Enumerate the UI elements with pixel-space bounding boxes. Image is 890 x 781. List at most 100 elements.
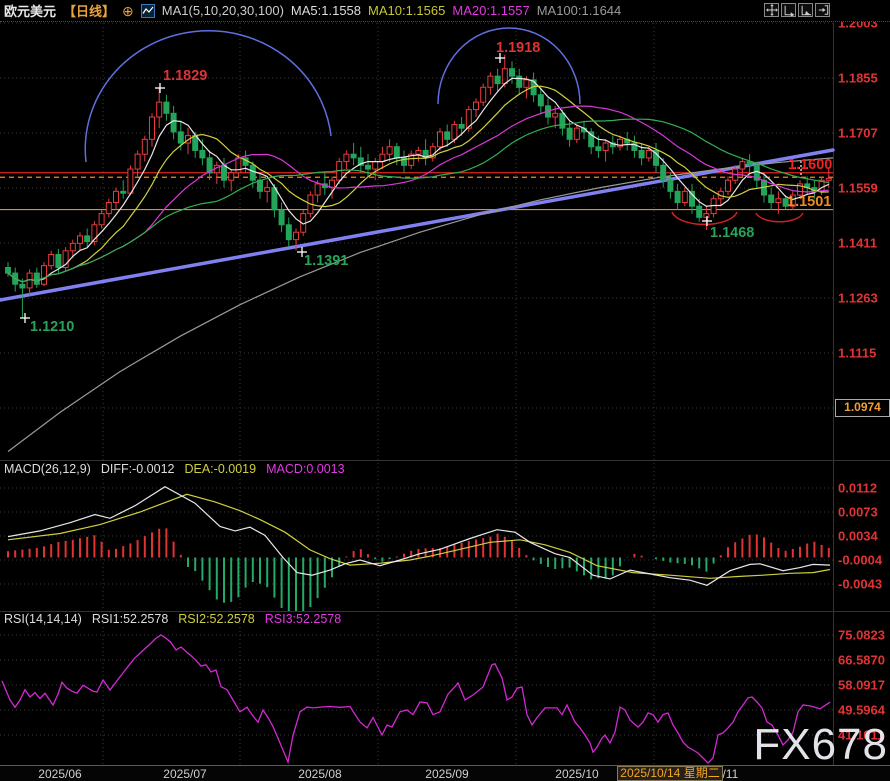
candle-body bbox=[458, 123, 465, 129]
axis-label: -0.0043 bbox=[838, 576, 883, 592]
candle-body bbox=[487, 75, 494, 88]
reset-view-icon[interactable] bbox=[815, 3, 830, 17]
watermark: FX678 bbox=[753, 720, 888, 769]
candle-body bbox=[595, 146, 602, 151]
add-compare-icon[interactable]: ⊕ bbox=[122, 2, 134, 19]
candle-body bbox=[19, 283, 26, 289]
time-axis-label: 2025/06 bbox=[38, 767, 82, 781]
candle-body bbox=[120, 190, 127, 194]
time-axis-label: 2025/09 bbox=[425, 767, 469, 781]
annotation-arc-red bbox=[671, 211, 738, 226]
axis-label: 0.0112 bbox=[838, 480, 878, 496]
rsi2-value: RSI2:52.2578 bbox=[178, 612, 255, 626]
period-label: 【日线】 bbox=[63, 4, 116, 19]
chart-header: 欧元美元 【日线】 ⊕ MA1(5,10,20,30,100) MA5:1.15… bbox=[0, 0, 890, 22]
candle-body bbox=[84, 235, 91, 243]
candle-body bbox=[537, 94, 544, 107]
y-axis-scale-icon[interactable] bbox=[798, 3, 813, 17]
rsi-header: RSI(14,14,14) RSI1:52.2578 RSI2:52.2578 RSI… bbox=[4, 612, 351, 626]
candle-body bbox=[509, 68, 515, 77]
candle-body bbox=[48, 254, 55, 267]
time-axis[interactable]: 2025/06 2025/07 2025/08 2025/09 2025/10 2025/… bbox=[0, 765, 890, 781]
axis-label: 0.0073 bbox=[838, 504, 878, 520]
x-axis-scale-icon[interactable] bbox=[781, 3, 796, 17]
symbol-title: 欧元美元 bbox=[4, 4, 57, 19]
candle-body bbox=[588, 131, 595, 148]
chart-type-icon[interactable] bbox=[140, 3, 155, 18]
candle-body bbox=[681, 190, 688, 203]
candle-body bbox=[5, 267, 11, 274]
ma20-line bbox=[7, 105, 829, 283]
candle-body bbox=[365, 164, 371, 170]
axis-label: 1.1411 bbox=[838, 235, 878, 251]
annotation-price: 1.1918 bbox=[496, 40, 540, 56]
candle-body bbox=[33, 272, 40, 285]
annotation-price: 1.1600 bbox=[788, 157, 832, 173]
candle-body bbox=[638, 149, 645, 159]
candle-body bbox=[415, 149, 422, 155]
price-marker-box: 1.0974 bbox=[835, 399, 890, 417]
annotation-arc-red bbox=[755, 212, 804, 223]
pan-icon[interactable] bbox=[764, 3, 779, 17]
axis-label: 41.1011 bbox=[838, 727, 885, 743]
candle-body bbox=[401, 157, 407, 166]
axis-label: 1.1707 bbox=[838, 125, 878, 141]
time-axis-label: 2025/10 bbox=[555, 767, 599, 781]
candle-body bbox=[350, 153, 357, 159]
candle-body bbox=[667, 179, 674, 192]
candle-body bbox=[264, 187, 271, 192]
candle-body bbox=[566, 127, 573, 140]
candle-body bbox=[127, 168, 134, 194]
annotation-price: 1.1468 bbox=[710, 225, 754, 241]
candle-body bbox=[141, 138, 148, 155]
rsi-settings-label: RSI(14,14,14) bbox=[4, 612, 82, 626]
axis-label: 1.1559 bbox=[838, 180, 878, 196]
candle-body bbox=[285, 224, 292, 241]
candle-body bbox=[386, 146, 393, 155]
candle-body bbox=[41, 265, 47, 285]
axis-label: 49.5964 bbox=[838, 702, 885, 718]
candle-body bbox=[113, 190, 119, 203]
annotation-price: 1.1829 bbox=[163, 68, 207, 84]
candle-body bbox=[134, 153, 141, 170]
annotation-arc-blue bbox=[84, 30, 332, 163]
candle-body bbox=[444, 131, 451, 140]
candle-body bbox=[69, 242, 76, 252]
candle-body bbox=[451, 123, 458, 140]
ma20-value: MA20:1.1557 bbox=[452, 3, 530, 18]
candle-body bbox=[228, 172, 235, 181]
candle-body bbox=[437, 131, 443, 148]
candle-body bbox=[559, 112, 566, 129]
candle-body bbox=[552, 112, 559, 118]
candle-body bbox=[314, 183, 321, 196]
candle-body bbox=[77, 235, 83, 244]
candle-body bbox=[271, 187, 278, 211]
ma-settings-label: MA1(5,10,20,30,100) bbox=[161, 3, 284, 18]
candle-body bbox=[516, 75, 523, 88]
candle-body bbox=[617, 138, 623, 148]
axis-label: 66.5870 bbox=[838, 652, 885, 668]
axis-label: 1.1263 bbox=[838, 290, 878, 306]
candle-body bbox=[768, 194, 775, 203]
candle-body bbox=[689, 190, 695, 207]
candle-body bbox=[725, 179, 731, 192]
candle-body bbox=[653, 149, 659, 166]
rsi1-value: RSI1:52.2578 bbox=[91, 612, 169, 626]
candle-body bbox=[645, 149, 652, 159]
candle-body bbox=[696, 205, 703, 218]
macd-settings-label: MACD(26,12,9) bbox=[4, 462, 91, 476]
candle-body bbox=[789, 194, 796, 207]
candle-body bbox=[660, 164, 667, 181]
candle-body bbox=[177, 131, 184, 144]
candle-body bbox=[357, 157, 364, 166]
candle-body bbox=[473, 101, 479, 111]
macd-macd-value: MACD:0.0013 bbox=[266, 462, 345, 476]
candle-body bbox=[105, 201, 112, 215]
ma100-line bbox=[7, 157, 834, 452]
candle-body bbox=[797, 183, 803, 196]
candle-body bbox=[149, 116, 155, 140]
rsi-line bbox=[1, 634, 831, 765]
macd-diff-line bbox=[7, 486, 831, 586]
